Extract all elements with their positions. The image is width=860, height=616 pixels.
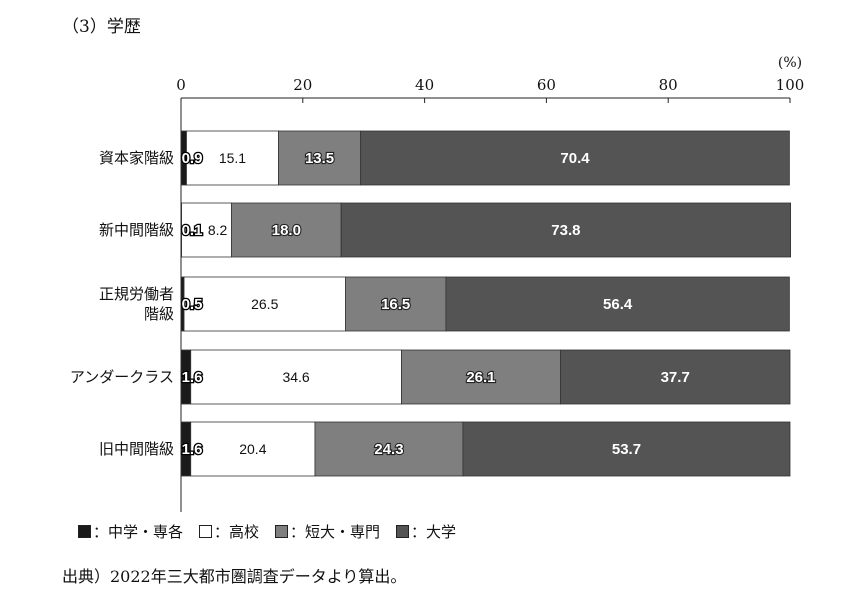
x-tick-label: 80 [659,76,678,94]
section-title: （3）学歴 [62,17,141,37]
category-label: アンダークラス [70,368,174,386]
bar-segment [181,202,232,258]
bar-segment [278,130,362,186]
data-label: 8.2 [208,222,228,238]
legend-swatch-chuugaku [78,525,91,538]
legend: ：中学・専各 ：高校 ：短大・専門 ：大学 [78,521,472,542]
x-tick-label: 40 [415,76,434,94]
data-label: 0.9 [182,150,203,167]
category-label: 旧中間階級 [99,440,174,458]
category-label: 正規労働者 [99,285,174,303]
category-label: 階級 [144,305,174,323]
data-label: 1.6 [182,369,203,386]
x-tick-label: 20 [293,76,312,94]
unit-label: (%) [778,55,802,71]
data-label: 70.4 [560,150,590,167]
legend-label-chuugaku: ：中学・専各 [93,523,184,541]
bar-segment [401,349,561,405]
data-label: 53.7 [612,441,641,458]
x-tick-label: 0 [176,76,186,94]
data-label: 20.4 [239,441,266,457]
bar-segment [340,202,792,258]
legend-label-tandai: ：短大・専門 [290,523,381,541]
data-label: 18.0 [272,222,301,239]
data-label: 1.6 [182,441,203,458]
data-label: 16.5 [381,296,410,313]
data-label: 13.5 [305,150,334,167]
legend-label-koukou: ：高校 [214,523,260,541]
legend-item-tandai: ：短大・専門 [275,521,380,542]
bar-segment [231,202,342,258]
data-label: 37.7 [661,369,690,386]
legend-swatch-daigaku [396,525,410,538]
legend-swatch-tandai [275,525,289,538]
x-tick-label: 100 [776,76,805,94]
data-label: 56.4 [603,296,633,313]
bar-segment [345,276,447,332]
bar-segment [314,421,464,477]
legend-swatch-koukou [199,525,213,538]
data-label: 34.6 [282,369,309,385]
bar-segment [462,421,791,477]
legend-item-chuugaku: ：中学・専各 [78,521,183,542]
footnote: 出典）2022年三大都市圏調査データより算出。 [62,567,407,586]
legend-label-daigaku: ：大学 [411,523,457,541]
bar-segment [190,421,316,477]
data-label: 0.1 [182,222,203,239]
data-label: 26.1 [466,369,495,386]
category-label: 資本家階級 [99,149,174,167]
bar-segment [445,276,790,332]
x-tick-label: 60 [537,76,556,94]
bar-segment [560,349,791,405]
data-label: 0.5 [182,296,203,313]
data-label: 24.3 [374,441,403,458]
data-label: 15.1 [219,150,246,166]
legend-item-daigaku: ：大学 [396,521,456,542]
legend-item-koukou: ：高校 [199,521,259,542]
bar-segment [360,130,790,186]
category-label: 新中間階級 [99,221,174,239]
data-label: 73.8 [551,222,580,239]
bar-segment [190,349,402,405]
data-label: 26.5 [251,296,278,312]
bar-segment [186,130,279,186]
